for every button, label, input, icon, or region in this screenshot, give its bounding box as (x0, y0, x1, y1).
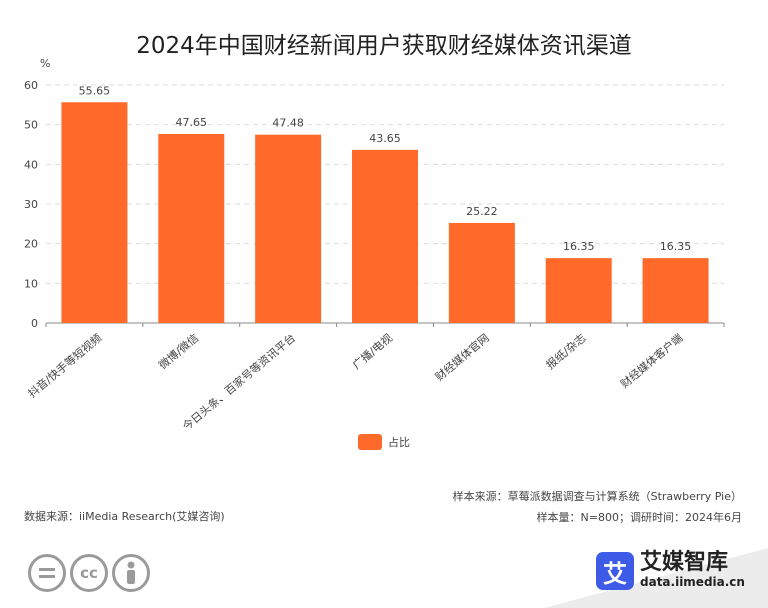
equals-icon (28, 554, 66, 592)
cc-icon: cc (70, 554, 108, 592)
bar (545, 258, 612, 323)
data-label: 16.35 (563, 240, 595, 253)
data-source-text: 数据来源：iiMedia Research(艾媒咨询) (24, 510, 225, 523)
brand-name: 艾媒智库 (640, 550, 729, 575)
data-label: 55.65 (79, 84, 111, 97)
x-tick-label: 今日头条、百家号等资讯平台 (180, 331, 299, 434)
x-tick-label: 微博/微信 (156, 331, 202, 372)
person-icon (112, 554, 150, 592)
brand-logo[interactable]: 艾 艾媒智库 data.iimedia.cn (596, 552, 745, 590)
chart-title: 2024年中国财经新闻用户获取财经媒体资讯渠道 (136, 33, 632, 59)
data-label: 16.35 (660, 240, 692, 253)
y-tick-label: 0 (31, 317, 38, 330)
y-tick-label: 40 (24, 158, 38, 171)
x-tick-label: 广播/电视 (349, 331, 395, 372)
data-label: 47.48 (272, 117, 304, 130)
x-tick-label: 财经媒体客户端 (618, 331, 686, 391)
legend-label: 占比 (388, 436, 410, 449)
bar (352, 149, 418, 323)
sample-source-text: 样本来源：草莓派数据调查与计算系统（Strawberry Pie） (452, 490, 742, 503)
brand-logo-icon: 艾 (596, 552, 634, 590)
legend-swatch (358, 434, 382, 450)
data-label: 47.65 (176, 116, 208, 129)
x-tick-label: 财经媒体官网 (432, 331, 492, 384)
license-icons: cc (28, 554, 154, 592)
y-tick-label: 10 (24, 277, 38, 290)
y-tick-label: 60 (24, 79, 38, 92)
bar (255, 134, 322, 323)
x-tick-label: 抖音/快手等短视频 (25, 331, 104, 401)
legend: 占比 (358, 434, 410, 450)
y-axis-label: % (40, 57, 50, 70)
y-tick-label: 30 (24, 198, 38, 211)
bar (61, 102, 128, 323)
data-label: 25.22 (466, 205, 498, 218)
data-label: 43.65 (369, 132, 401, 145)
brand-url: data.iimedia.cn (640, 575, 745, 589)
bar (448, 222, 515, 323)
sample-info-text: 样本量：N=800；调研时间：2024年6月 (536, 511, 742, 524)
bar (642, 258, 709, 323)
y-tick-label: 50 (24, 119, 38, 132)
x-tick-label: 报纸/杂志 (543, 331, 589, 372)
y-tick-label: 20 (24, 238, 38, 251)
bar (158, 133, 225, 323)
